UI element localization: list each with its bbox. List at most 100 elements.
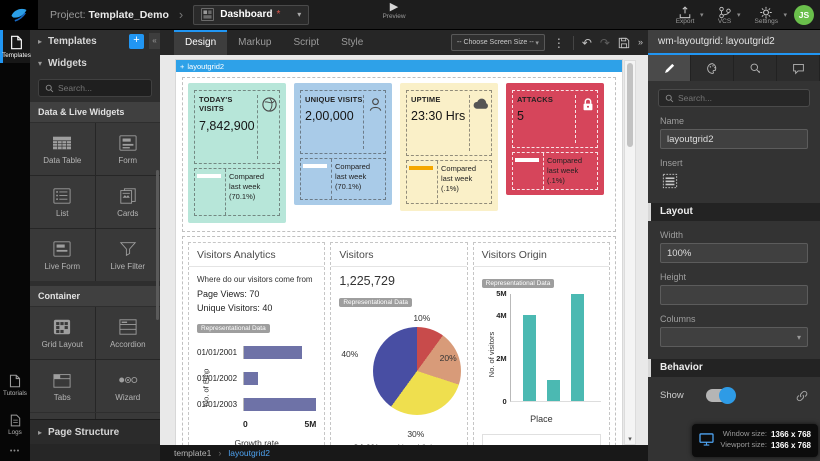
stat-card-attacks[interactable]: ATTACKS 5 Compared last week (.1%) bbox=[506, 83, 604, 195]
export-button[interactable]: Export ▾ bbox=[676, 5, 704, 25]
tab-comments[interactable] bbox=[777, 55, 820, 81]
widget-data-table[interactable]: Data Table bbox=[30, 123, 95, 175]
widget-accordion[interactable]: Accordion bbox=[95, 307, 160, 359]
stat-card-unique-visits[interactable]: UNIQUE VISITS 2,00,000 Compared last wee… bbox=[294, 83, 392, 205]
width-field[interactable] bbox=[660, 243, 808, 263]
bar[interactable] bbox=[546, 379, 560, 401]
scroll-down-arrow[interactable]: ▾ bbox=[628, 436, 632, 443]
panel-visitors-analytics[interactable]: Visitors Analytics Where do our visitors… bbox=[188, 242, 326, 445]
panel-scrollbar-thumb[interactable] bbox=[156, 170, 159, 320]
widget-search-input[interactable] bbox=[58, 83, 145, 93]
vcs-button[interactable]: VCS ▾ bbox=[718, 6, 741, 25]
widget-group-header: Data & Live Widgets bbox=[30, 102, 160, 122]
viewport-size-value: 1366 x 768 bbox=[770, 441, 811, 451]
data-table-filter-row[interactable] bbox=[481, 434, 601, 445]
project-title: Project: Template_Demo bbox=[50, 9, 169, 21]
widget-list[interactable]: List bbox=[30, 176, 95, 228]
bar[interactable] bbox=[570, 294, 584, 401]
panel-visitors[interactable]: Visitors 1,225,729 Representational Data… bbox=[330, 242, 468, 445]
tab-markup[interactable]: Markup bbox=[238, 37, 272, 48]
category-label: 01/01/2002 bbox=[197, 373, 238, 383]
chevron-right-icon: › bbox=[218, 448, 222, 458]
sidebar-item-templates[interactable]: Templates bbox=[0, 30, 31, 63]
stat-card-uptime[interactable]: UPTIME 23:30 Hrs Compared last week (.1%… bbox=[400, 83, 498, 211]
add-template-button[interactable]: + bbox=[129, 34, 144, 49]
x-tick: 5M bbox=[304, 419, 317, 429]
export-icon bbox=[679, 5, 691, 18]
bar[interactable] bbox=[244, 345, 302, 359]
canvas-scrollbar[interactable]: ▾ bbox=[624, 60, 636, 445]
tab-properties[interactable] bbox=[648, 55, 691, 81]
widget-live-form[interactable]: Live Form bbox=[30, 229, 95, 281]
widget-tabs[interactable]: Tabs bbox=[30, 360, 95, 412]
card-compare-text: Compared last week (.1%) bbox=[543, 153, 597, 190]
tab-script[interactable]: Script bbox=[293, 37, 320, 48]
undo-button[interactable]: ↶ bbox=[581, 35, 592, 50]
card-main-section: UPTIME 23:30 Hrs bbox=[406, 90, 492, 156]
link-icon bbox=[796, 390, 808, 401]
visitors-origin-column-chart[interactable]: No. of visitors 0 2M 4M 5M Place bbox=[482, 289, 601, 424]
properties-search-box[interactable] bbox=[658, 89, 810, 107]
bar-row: 01/01/2003 bbox=[197, 391, 317, 417]
preview-label: Preview bbox=[382, 13, 406, 20]
save-button[interactable] bbox=[618, 37, 630, 49]
sidebar-item-tutorials[interactable]: Tutorials bbox=[0, 369, 30, 401]
project-label: Project: bbox=[50, 8, 86, 21]
data-table-icon bbox=[53, 136, 72, 149]
panel-visitors-origin[interactable]: Visitors Origin Representational Data No… bbox=[472, 242, 610, 445]
more-options-button[interactable]: ⋮ bbox=[552, 35, 565, 50]
tab-styles[interactable] bbox=[691, 55, 734, 81]
card-value: 23:30 Hrs bbox=[411, 109, 466, 124]
tab-style[interactable]: Style bbox=[341, 37, 364, 48]
user-avatar[interactable]: JS bbox=[794, 5, 814, 25]
project-name: Template_Demo bbox=[88, 8, 169, 21]
page-structure-header[interactable]: ▸ Page Structure bbox=[30, 420, 160, 444]
stat-card-todays-visits[interactable]: TODAY'S VISITS 7,842,900 Compared last w… bbox=[188, 83, 286, 223]
name-field[interactable] bbox=[660, 129, 808, 149]
pie[interactable] bbox=[373, 327, 462, 415]
widget-form[interactable]: Form bbox=[95, 123, 160, 175]
widget-search-box[interactable] bbox=[38, 79, 152, 97]
styles-palette-icon bbox=[706, 62, 716, 74]
growth-rate-bar-chart[interactable]: No. of Emp 01/01/2001 01/01/2002 01/01/200… bbox=[197, 339, 317, 445]
card-compare-text: Compared last week (70.1%) bbox=[225, 169, 279, 215]
bar[interactable] bbox=[244, 397, 317, 411]
widget-wizard[interactable]: Wizard bbox=[95, 360, 160, 412]
insert-row-button[interactable] bbox=[660, 171, 680, 191]
tab-design[interactable]: Design bbox=[174, 30, 228, 55]
redo-button[interactable]: ↷ bbox=[599, 35, 610, 50]
breadcrumb-root[interactable]: template1 bbox=[174, 448, 212, 458]
breadcrumb-current[interactable]: layoutgrid2 bbox=[228, 448, 270, 458]
page-icon bbox=[201, 8, 215, 21]
bar[interactable] bbox=[522, 315, 536, 401]
scrollbar-thumb[interactable] bbox=[627, 63, 633, 147]
templates-section-header[interactable]: ▸ Templates + « bbox=[30, 30, 160, 52]
wavemaker-logo[interactable] bbox=[0, 0, 38, 30]
settings-button[interactable]: Settings ▾ bbox=[755, 6, 787, 25]
properties-search-input[interactable] bbox=[678, 93, 803, 103]
legend-value: 34.0% bbox=[353, 443, 383, 445]
page-selector-dropdown[interactable]: Dashboard * ▾ bbox=[193, 4, 310, 25]
widgets-section-header[interactable]: ▾ Widgets bbox=[30, 52, 160, 74]
widget-cards[interactable]: Cards bbox=[95, 176, 160, 228]
screen-size-dropdown[interactable]: -- Choose Screen Size -- ▾ bbox=[450, 34, 545, 51]
height-field[interactable] bbox=[660, 285, 808, 305]
sidebar-item-logs[interactable]: Logs bbox=[0, 409, 30, 440]
widget-live-filter[interactable]: Live Filter bbox=[95, 229, 160, 281]
preview-button[interactable]: ▶ Preview bbox=[376, 1, 412, 20]
y-tick: 2M bbox=[496, 353, 507, 363]
chevron-down-icon: ▾ bbox=[297, 10, 302, 19]
bind-property-button[interactable] bbox=[796, 390, 808, 402]
widget-label: Grid Layout bbox=[41, 339, 83, 349]
representational-data-badge: Representational Data bbox=[339, 298, 413, 307]
collapse-right-panel-button[interactable]: » bbox=[637, 37, 643, 47]
tab-inspect[interactable] bbox=[734, 55, 777, 81]
collapse-panel-button[interactable]: « bbox=[149, 33, 160, 49]
show-toggle[interactable] bbox=[705, 387, 736, 404]
columns-dropdown[interactable]: ▾ bbox=[660, 327, 808, 347]
rail-more-button[interactable]: ••• bbox=[9, 448, 21, 455]
selected-widget-bar[interactable]: + layoutgrid2 bbox=[176, 60, 622, 72]
screen-size-value: -- Choose Screen Size -- bbox=[456, 39, 534, 46]
widget-grid-layout[interactable]: Grid Layout bbox=[30, 307, 95, 359]
bar[interactable] bbox=[244, 371, 259, 385]
